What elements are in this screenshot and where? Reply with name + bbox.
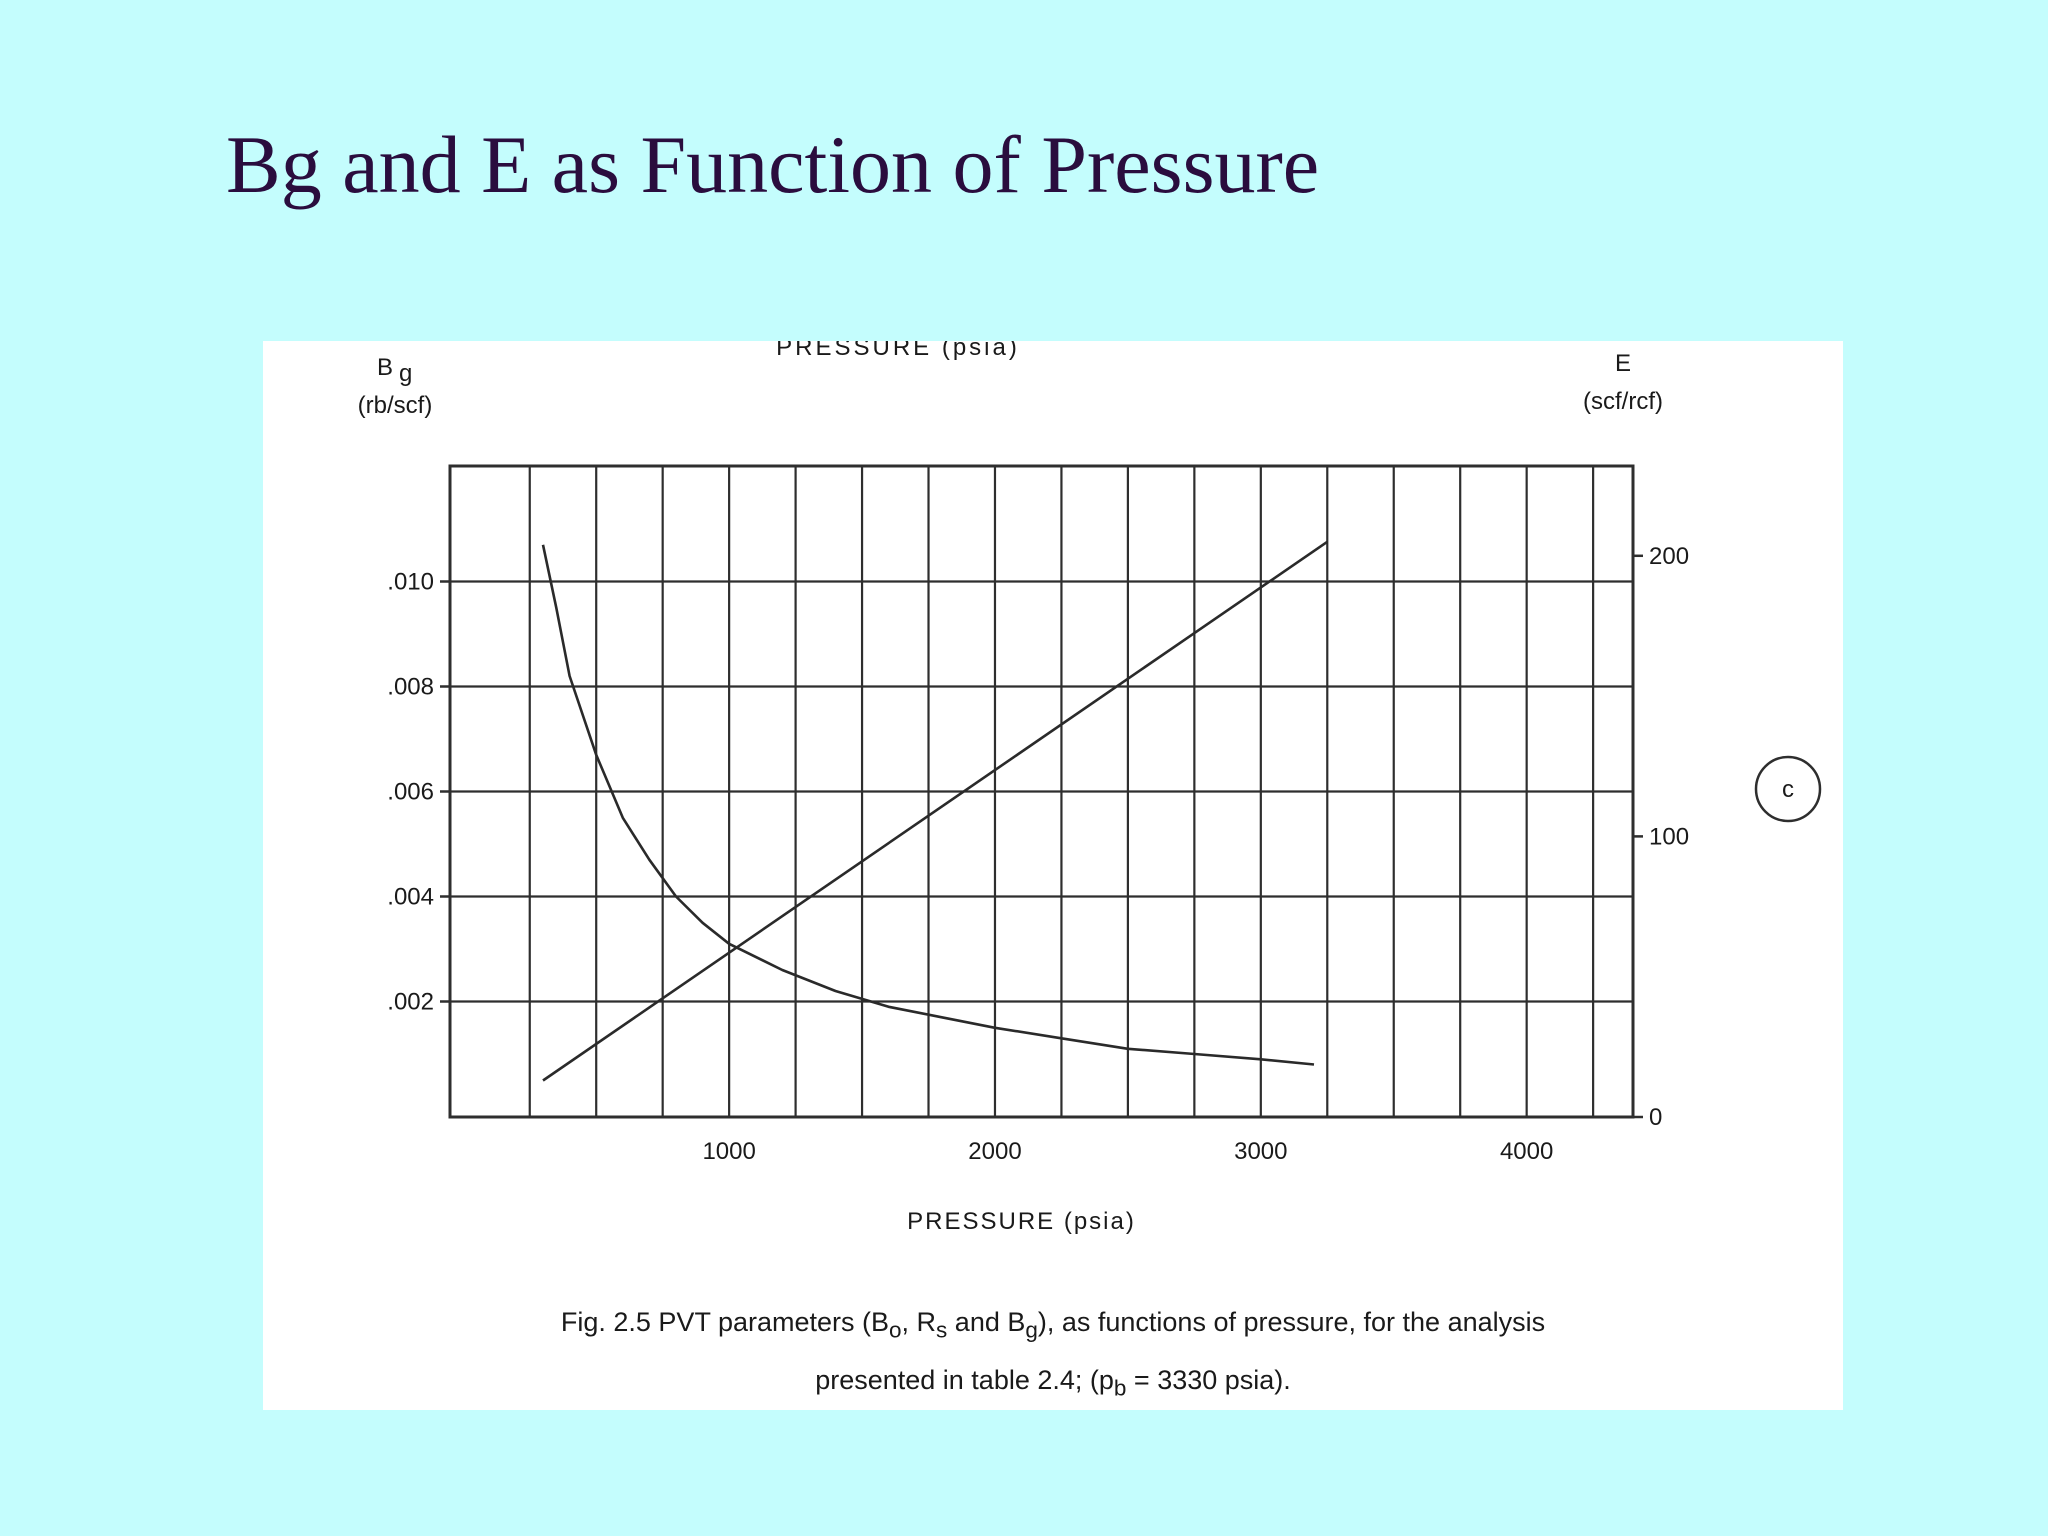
x-tick-label: 4000 (1500, 1138, 1553, 1165)
series (541, 540, 1329, 1082)
pressure-chart: .002 .004 .006 .008 .010 0 100 200 1000 2000 3000 4… (358, 341, 1822, 1235)
y-right-tick-label: 100 (1649, 823, 1689, 850)
x-tick-label: 3000 (1234, 1138, 1287, 1165)
y-left-tick-label: .010 (387, 569, 434, 596)
x-axis-title: PRESSURE (psia) (907, 1208, 1136, 1235)
panel-marker-circle (1754, 755, 1822, 823)
y-left-tick-label: .006 (387, 779, 434, 806)
y-left-axis-title-subscript: g (399, 360, 412, 387)
x-tick-label: 1000 (702, 1138, 755, 1165)
y-left-tick-label: .008 (387, 674, 434, 701)
caption-line-1: Fig. 2.5 PVT parameters (Bo, Rs and Bg),… (560, 1307, 1546, 1343)
y-left-tick-label: .002 (387, 989, 434, 1016)
y-left-axis-units: (rb/scf) (358, 392, 433, 419)
panel-marker-label: c (1782, 776, 1794, 803)
y-right-tick-label: 0 (1649, 1104, 1662, 1131)
y-right-axis-units: (scf/rcf) (1583, 388, 1663, 415)
y-right-axis-title: E (1615, 350, 1631, 377)
grid (448, 464, 1635, 1119)
series-line-e (542, 540, 1329, 1082)
y-right-tick-label: 200 (1649, 543, 1689, 570)
slide-title: Bg and E as Function of Pressure (226, 119, 1320, 210)
top-cropped-label: PRESSURE (psia) (776, 341, 1020, 361)
y-left-tick-label: .004 (387, 884, 434, 911)
series-line-bg (541, 544, 1315, 1066)
x-tick-label: 2000 (968, 1138, 1021, 1165)
figure-panel: .002 .004 .006 .008 .010 0 100 200 1000 2000 3000 4… (263, 341, 1843, 1410)
figure-caption: Fig. 2.5 PVT parameters (Bo, Rs and Bg),… (263, 1297, 1843, 1410)
y-left-axis-title: B (377, 354, 393, 381)
ticks: .002 .004 .006 .008 .010 0 100 200 1000 2000 3000 4… (387, 543, 1689, 1165)
axis-labels: PRESSURE (psia) B g (rb/scf) E (scf/rcf) PRESS… (358, 341, 1822, 1235)
caption-line-2: presented in table 2.4; (pb = 3330 psia)… (815, 1365, 1291, 1401)
